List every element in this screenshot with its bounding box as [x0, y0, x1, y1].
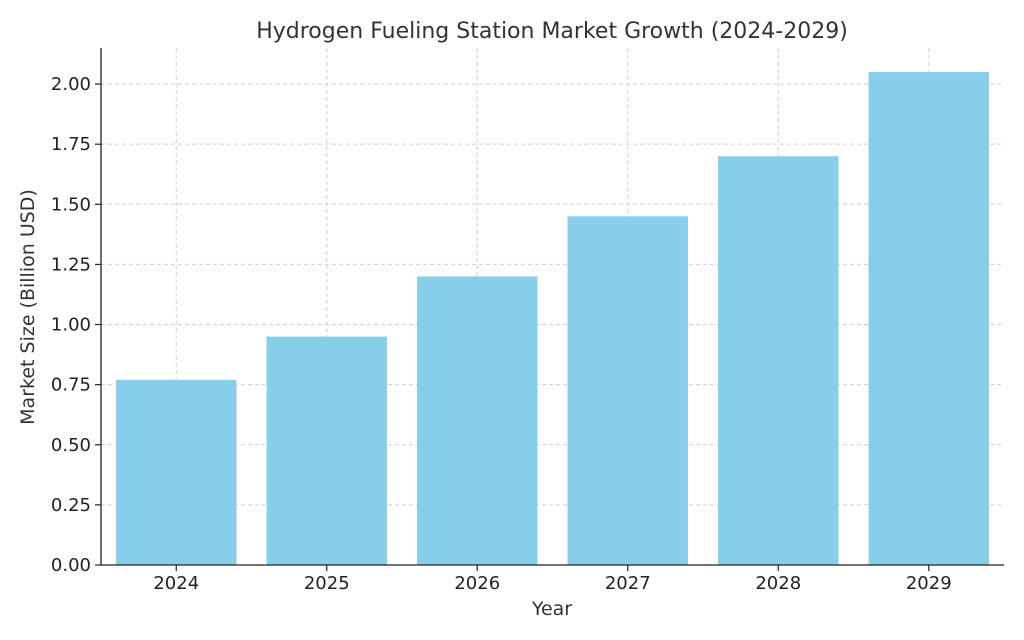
y-tick-label: 1.00	[51, 315, 91, 336]
x-tick-label: 2025	[304, 573, 350, 594]
x-ticks: 2024 2025 2026 2027 2028 2029	[153, 565, 952, 594]
y-tick-label: 0.50	[51, 435, 91, 456]
x-tick-label: 2029	[906, 573, 952, 594]
y-tick-label: 1.75	[51, 134, 91, 155]
chart-title: Hydrogen Fueling Station Market Growth (…	[256, 19, 848, 44]
x-tick-label: 2027	[605, 573, 651, 594]
bar-2029	[868, 72, 989, 565]
bars	[116, 72, 989, 566]
y-tick-label: 0.25	[51, 495, 91, 516]
axes	[100, 48, 1004, 566]
bar-2027	[567, 216, 688, 566]
x-tick-label: 2028	[755, 573, 801, 594]
y-tick-label: 1.25	[51, 254, 91, 275]
y-ticks: 0.00 0.25 0.50 0.75 1.00 1.25 1.50 1.75 2.00	[51, 74, 101, 576]
y-tick-label: 1.50	[51, 194, 91, 215]
bar-2025	[266, 336, 387, 565]
bar-2028	[718, 156, 839, 566]
y-axis-label: Market Size (Billion USD)	[17, 189, 39, 425]
x-tick-label: 2026	[454, 573, 500, 594]
x-tick-label: 2024	[153, 573, 199, 594]
bar-2024	[116, 379, 237, 565]
bar-2026	[417, 276, 538, 565]
y-tick-label: 2.00	[51, 74, 91, 95]
x-axis-label: Year	[531, 598, 572, 620]
y-tick-label: 0.00	[51, 555, 91, 576]
y-tick-label: 0.75	[51, 375, 91, 396]
